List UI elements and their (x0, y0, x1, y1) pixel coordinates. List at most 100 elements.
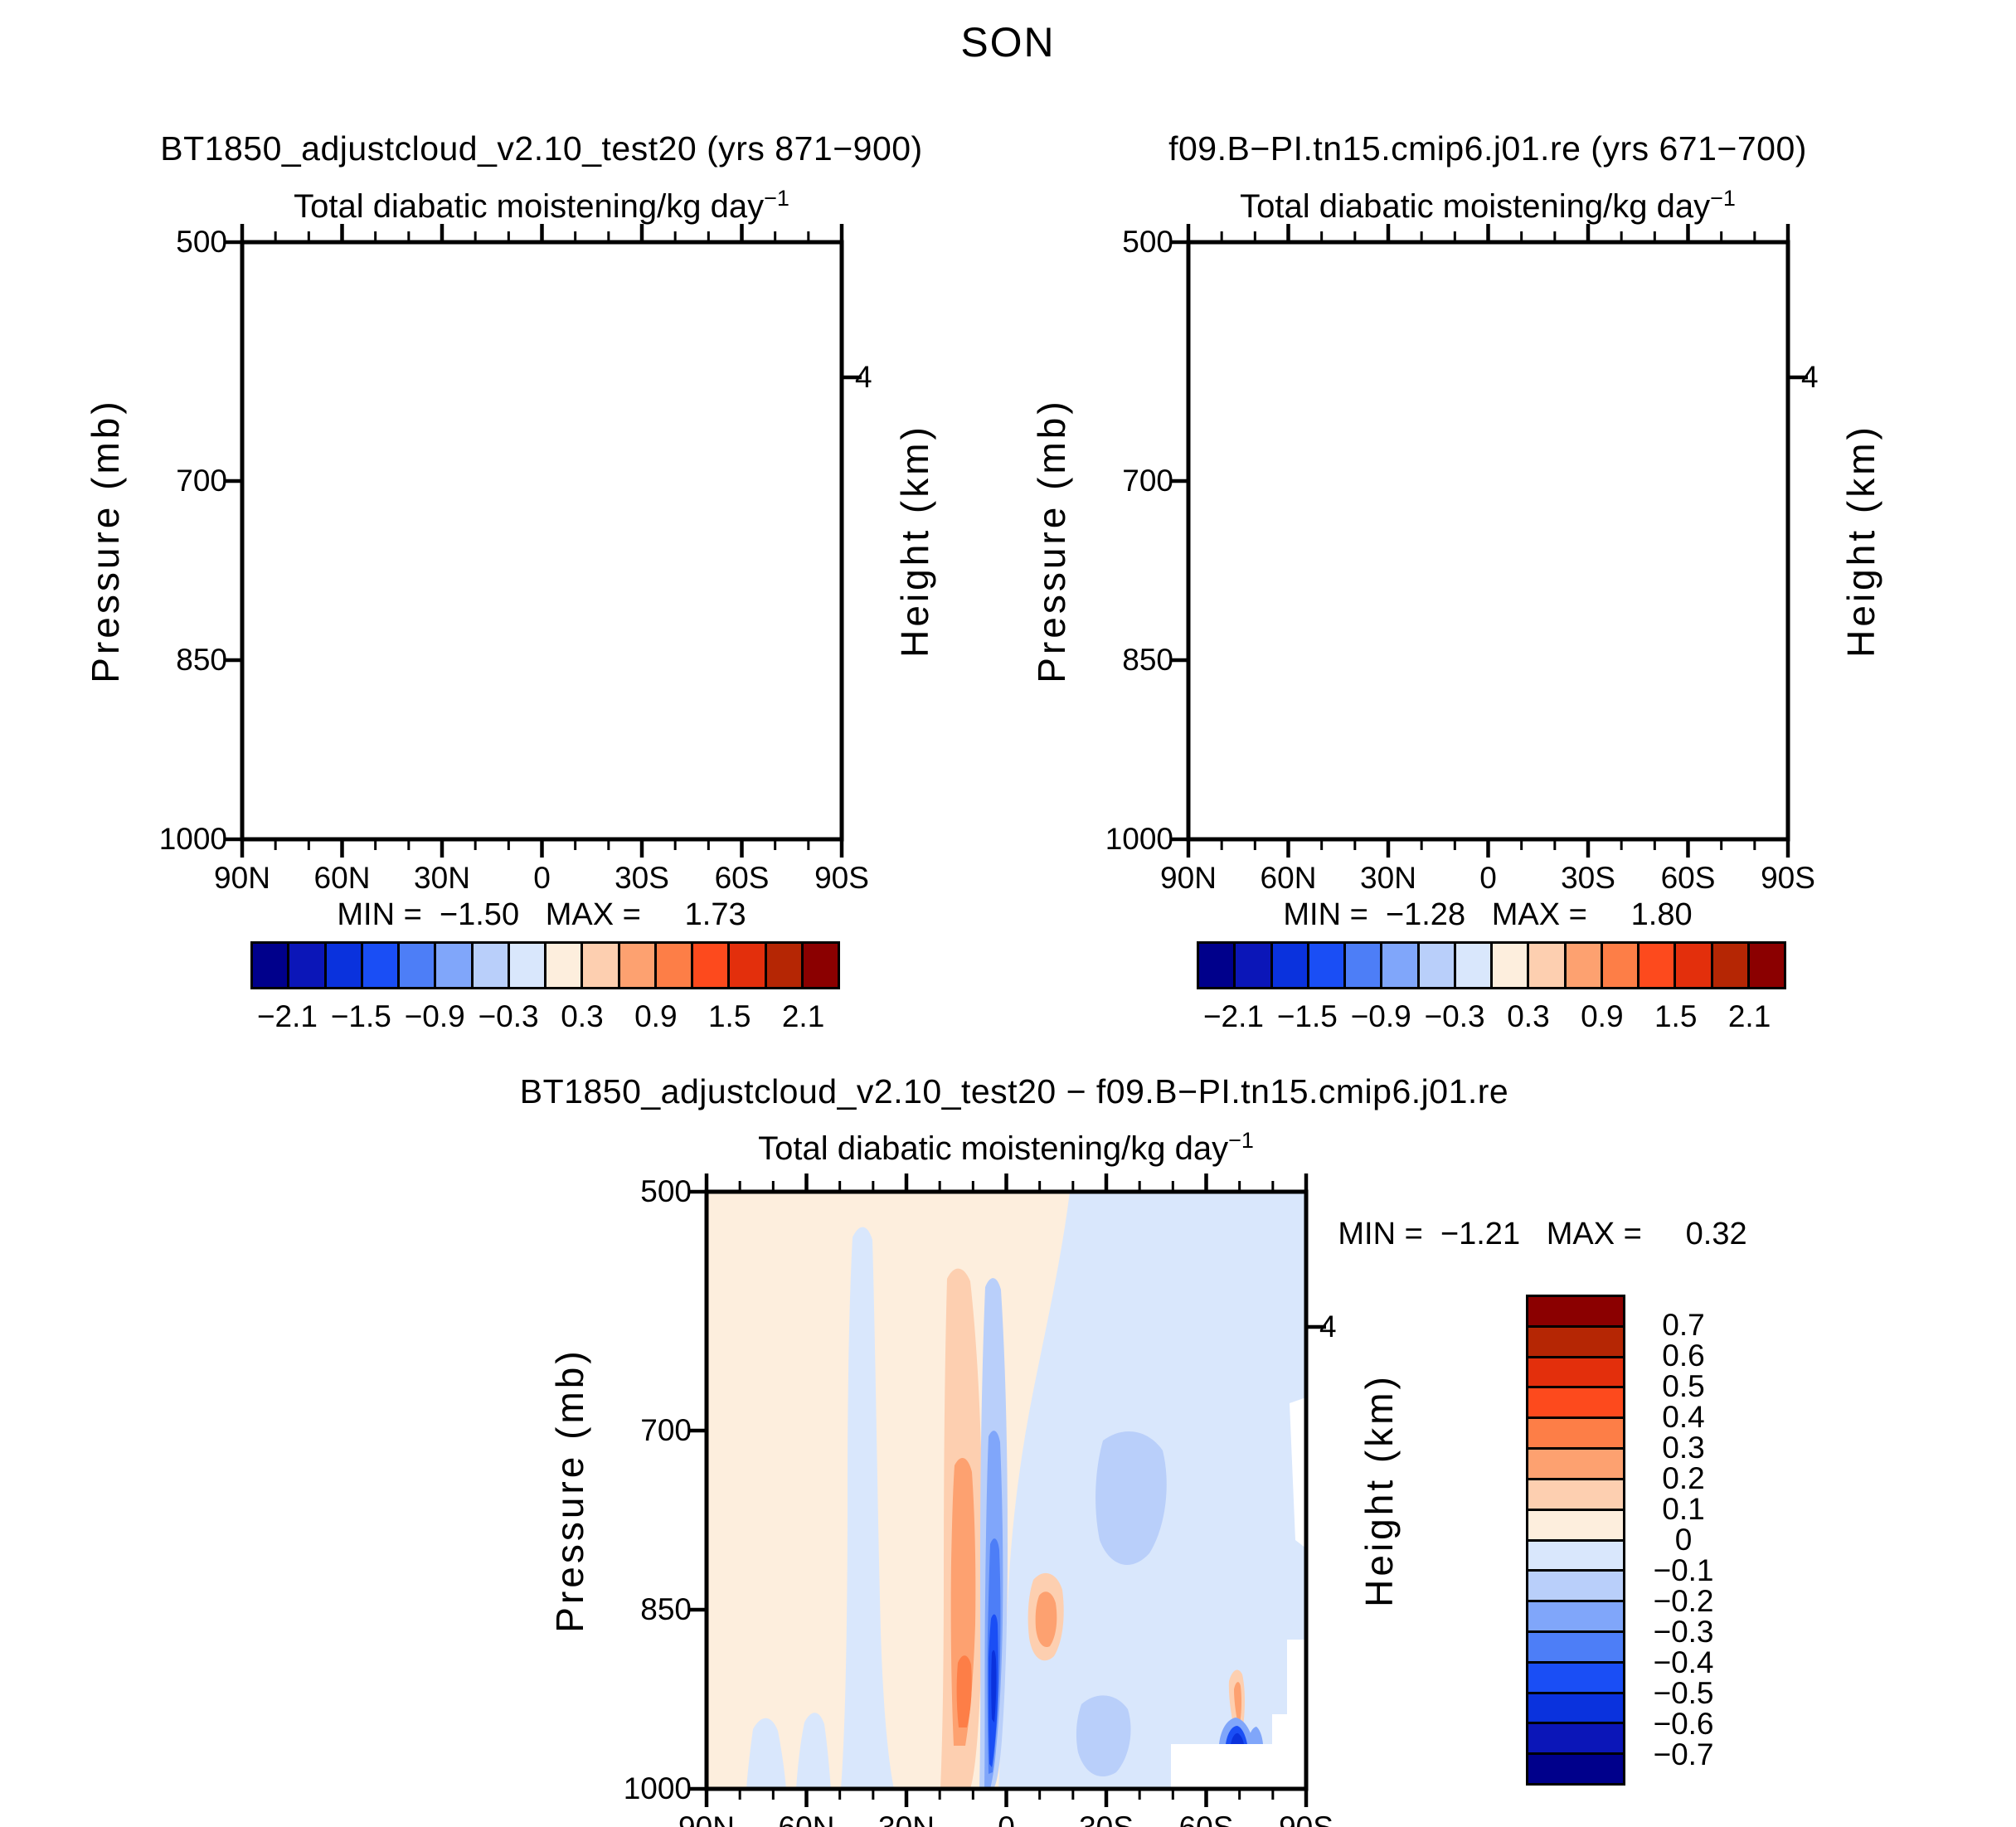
pressure-tick-label: 1000 (1105, 822, 1173, 856)
height-tick-label-diff: 4 (1319, 1310, 1337, 1344)
latitude-tick-label: 60S (714, 861, 770, 895)
pressure-axis-label-left: Pressure (mb) (84, 398, 127, 683)
latitude-tick-label: 30N (1360, 861, 1416, 895)
diff-colorbar-tick-label: 0.2 (1662, 1461, 1705, 1495)
colorbar-cell (1529, 944, 1567, 987)
panel-left-subtitle-text: Total diabatic moistening/kg day (294, 188, 765, 225)
colorbar-cell (1566, 944, 1603, 987)
colorbar-cell (1528, 1358, 1623, 1389)
latitude-tick-label: 90S (1261, 1810, 1352, 1827)
diff-colorbar-tick-label: −0.4 (1653, 1645, 1714, 1679)
diff-colorbar-tick-label: 0.5 (1662, 1369, 1705, 1403)
diff-colorbar-tick-label: −0.6 (1653, 1707, 1714, 1741)
diff-colorbar-tick-label: −0.7 (1653, 1737, 1714, 1771)
latitude-tick-label: 60N (1260, 861, 1317, 895)
colorbar-cell (289, 944, 327, 987)
colorbar-tick-label: −2.1 (256, 999, 318, 1033)
latitude-tick-label: 90S (814, 861, 869, 895)
pressure-tick-label: 500 (640, 1174, 692, 1208)
panel-left-subtitle: Total diabatic moistening/kg day−1 (44, 186, 1039, 226)
colorbar-cell (1602, 944, 1640, 987)
colorbar-cell (766, 944, 804, 987)
pressure-tick-label: 700 (176, 464, 227, 498)
colorbar-cell (1676, 944, 1713, 987)
latitude-tick-label: 0 (533, 861, 551, 895)
height-tick-label-left: 4 (855, 360, 872, 394)
colorbar-cell (1528, 1693, 1623, 1725)
panel-left-subtitle-sup: −1 (764, 186, 789, 211)
colorbar-cell (362, 944, 400, 987)
colorbar-cell (1528, 1572, 1623, 1603)
pressure-tick-label: 500 (1122, 225, 1173, 259)
colorbar-cell (1199, 944, 1236, 987)
colorbar-left (250, 941, 840, 989)
colorbar-cell (1528, 1724, 1623, 1756)
pressure-tick-label: 850 (1122, 643, 1173, 677)
height-axis-label-left: Height (km) (893, 424, 936, 658)
colorbar-tick-label: −2.1 (1202, 999, 1264, 1033)
diff-colorbar-tick-label: 0 (1674, 1523, 1693, 1557)
panel-diff-subtitle-sup: −1 (1228, 1128, 1254, 1153)
colorbar-cell (1528, 1450, 1623, 1480)
pressure-axis-label-diff: Pressure (mb) (548, 1348, 591, 1633)
pressure-tick-label: 700 (1122, 464, 1173, 498)
colorbar-cell (803, 944, 838, 987)
latitude-tick-label: 90S (1761, 861, 1815, 895)
diff-contour-field (707, 1192, 1306, 1789)
latitude-tick-label: 90N (214, 861, 270, 895)
contour-plot-right (1170, 224, 1808, 858)
colorbar-cell (1528, 1510, 1623, 1542)
latitude-tick-label: 60S (1161, 1810, 1252, 1827)
diff-colorbar-tick-label: 0.3 (1662, 1431, 1705, 1465)
latitude-tick-label: 60N (313, 861, 371, 895)
pressure-tick-label: 850 (176, 643, 227, 677)
pressure-tick-label: 850 (640, 1592, 692, 1626)
diff-colorbar-tick-label: −0.3 (1653, 1615, 1714, 1649)
diff-colorbar-tick-label: 0.4 (1662, 1400, 1705, 1434)
colorbar-right (1197, 941, 1786, 989)
panel-right-subtitle: Total diabatic moistening/kg day−1 (990, 186, 1985, 226)
colorbar-tick-label: −1.5 (1276, 999, 1338, 1033)
colorbar-cell (1419, 944, 1456, 987)
height-axis-label-diff: Height (km) (1358, 1373, 1401, 1607)
colorbar-cell (693, 944, 731, 987)
colorbar-cell (730, 944, 767, 987)
colorbar-cell (1528, 1663, 1623, 1694)
colorbar-cell (1528, 1632, 1623, 1664)
latitude-tick-label: 30S (1061, 1810, 1152, 1827)
panel-left-title: BT1850_adjustcloud_v2.10_test20 (yrs 871… (160, 129, 923, 168)
colorbar-cell (473, 944, 510, 987)
colorbar-cell (400, 944, 437, 987)
latitude-tick-label: 30N (861, 1810, 952, 1827)
page-title: SON (960, 19, 1056, 66)
colorbar-cell (1528, 1297, 1623, 1328)
colorbar-tick-label: 1.5 (707, 999, 751, 1033)
colorbar-tick-label: 0.3 (1507, 999, 1550, 1033)
minmax-diff: MIN = −1.21 MAX = 0.32 (1338, 1217, 1747, 1251)
colorbar-cell (1528, 1480, 1623, 1511)
panel-diff-title: BT1850_adjustcloud_v2.10_test20 − f09.B−… (519, 1072, 1509, 1110)
panel-diff-subtitle-text: Total diabatic moistening/kg day (758, 1130, 1229, 1167)
latitude-tick-label: 0 (961, 1810, 1052, 1827)
colorbar-tick-label: 0.3 (561, 999, 604, 1033)
colorbar-cell (1236, 944, 1273, 987)
colorbar-cell (1528, 1755, 1623, 1783)
colorbar-cell (547, 944, 584, 987)
diff-colorbar-tick-label: −0.1 (1653, 1553, 1714, 1587)
colorbar-cell (1528, 1541, 1623, 1572)
colorbar-tick-label: 0.9 (634, 999, 678, 1033)
minmax-left: MIN = −1.50 MAX = 1.73 (337, 897, 746, 932)
minmax-right: MIN = −1.28 MAX = 1.80 (1283, 897, 1693, 932)
colorbar-cell (253, 944, 290, 987)
colorbar-cell (1528, 1419, 1623, 1450)
contour-plot-left (224, 224, 862, 858)
colorbar-cell (509, 944, 547, 987)
colorbar-cell (1640, 944, 1677, 987)
colorbar-cell (1455, 944, 1493, 987)
colorbar-tick-label: −0.3 (1424, 999, 1485, 1033)
colorbar-cell (1346, 944, 1383, 987)
colorbar-tick-label: −0.9 (404, 999, 465, 1033)
colorbar-cell (656, 944, 693, 987)
contour-plot-diff (688, 1173, 1326, 1807)
